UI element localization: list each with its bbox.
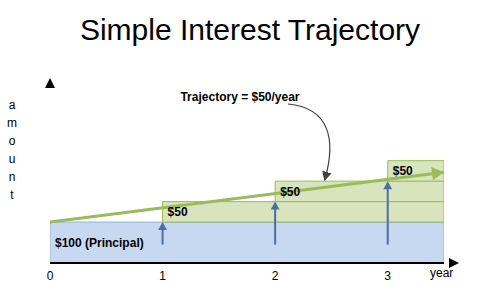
html-text:o: o [8,134,16,148]
svg-text:1: 1 [159,269,166,283]
html-text:u: u [8,152,16,166]
html-text:year: year [430,266,454,280]
svg-text:$100 (Principal): $100 (Principal) [55,236,144,250]
svg-text:$50: $50 [280,185,300,199]
svg-text:$50: $50 [168,205,188,219]
html-text:n: n [8,170,16,184]
html-text:t: t [10,188,14,202]
html-text:m: m [7,116,17,130]
html-text:Trajectory = $50/year: Trajectory = $50/year [180,90,300,104]
svg-text:$50: $50 [393,164,413,178]
html-text:a: a [8,98,16,112]
svg-text:0: 0 [47,269,54,283]
svg-text:3: 3 [384,269,391,283]
svg-text:2: 2 [272,269,279,283]
html-text:Simple Interest Trajectory: Simple Interest Trajectory [79,13,421,46]
